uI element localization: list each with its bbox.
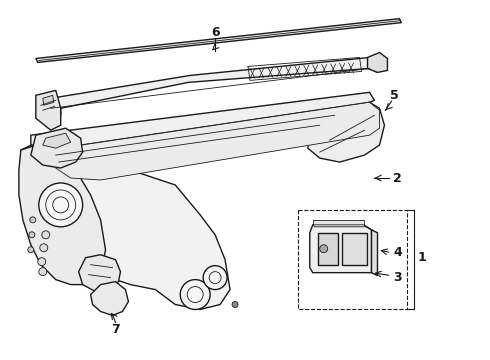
Polygon shape — [43, 133, 71, 148]
Circle shape — [39, 268, 47, 276]
Polygon shape — [318, 233, 338, 265]
Polygon shape — [368, 53, 388, 72]
Circle shape — [42, 231, 50, 239]
Polygon shape — [308, 102, 385, 162]
Text: 5: 5 — [390, 89, 399, 102]
Polygon shape — [371, 230, 377, 276]
Polygon shape — [31, 92, 374, 148]
Polygon shape — [43, 95, 54, 105]
Polygon shape — [19, 145, 105, 285]
Circle shape — [30, 217, 36, 223]
Text: 7: 7 — [111, 323, 120, 336]
Circle shape — [38, 258, 46, 266]
Circle shape — [40, 244, 48, 252]
Text: 6: 6 — [211, 26, 220, 39]
Polygon shape — [313, 220, 364, 225]
Circle shape — [232, 302, 238, 307]
Circle shape — [39, 183, 83, 227]
Polygon shape — [21, 145, 36, 175]
Text: 1: 1 — [418, 251, 427, 264]
Text: 3: 3 — [393, 271, 402, 284]
Polygon shape — [31, 128, 83, 168]
Polygon shape — [21, 145, 230, 310]
Circle shape — [319, 245, 328, 253]
Polygon shape — [313, 225, 371, 230]
Polygon shape — [56, 102, 379, 180]
Polygon shape — [36, 90, 61, 130]
Circle shape — [180, 280, 210, 310]
Circle shape — [29, 232, 35, 238]
Polygon shape — [91, 282, 128, 315]
Polygon shape — [310, 225, 371, 273]
Polygon shape — [78, 255, 121, 292]
Circle shape — [28, 247, 34, 253]
Text: 2: 2 — [393, 171, 402, 185]
Polygon shape — [36, 19, 401, 62]
Circle shape — [203, 266, 227, 289]
Polygon shape — [342, 233, 367, 265]
Text: 4: 4 — [393, 246, 402, 259]
Polygon shape — [51, 58, 377, 115]
Bar — [298, 210, 407, 310]
